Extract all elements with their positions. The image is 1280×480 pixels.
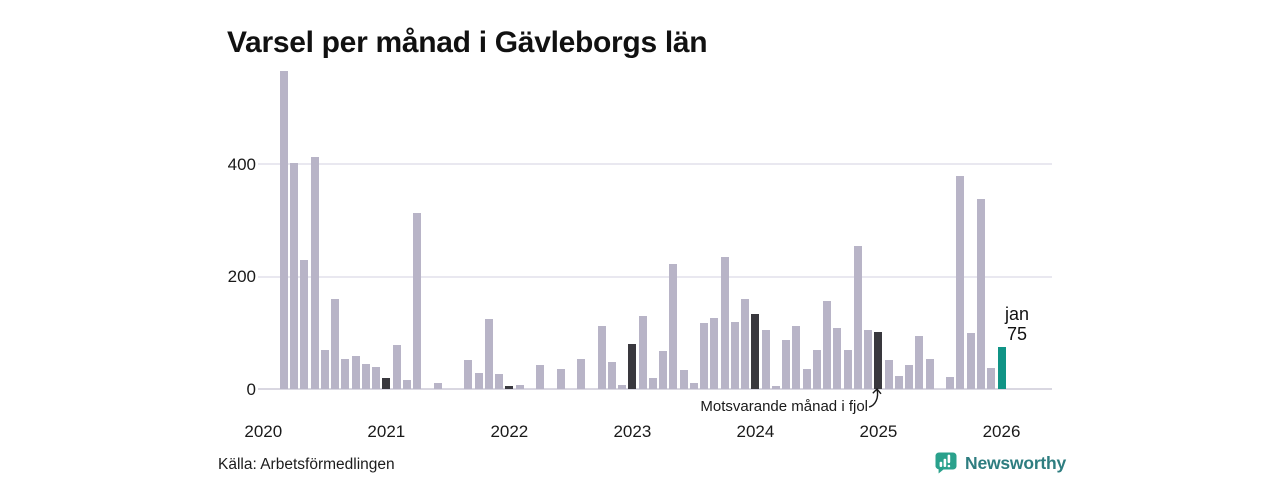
bar-2022-okt <box>597 326 606 389</box>
bar-2021-feb <box>392 345 401 389</box>
bar-2025-jan <box>874 331 883 389</box>
bar-2025-aug <box>946 377 955 389</box>
newsworthy-logo-icon <box>935 452 957 474</box>
x-tick-2025: 2025 <box>859 422 898 441</box>
bar-2024-okt <box>843 349 852 389</box>
bar-2024-sep <box>833 327 842 389</box>
bar-2026-jan <box>997 346 1006 389</box>
source-label: Källa: Arbetsförmedlingen <box>218 456 395 473</box>
x-tick-2023: 2023 <box>613 422 652 441</box>
bar-2022-nov <box>607 362 616 389</box>
bar-2023-dec <box>741 298 750 389</box>
bar-2020-jun <box>310 157 319 389</box>
bar-2020-dec <box>372 367 381 389</box>
bar-2025-mar <box>894 376 903 389</box>
bar-2024-mar <box>771 385 780 389</box>
newsworthy-logo-text: Newsworthy <box>965 452 1067 473</box>
bar-2020-okt <box>351 355 360 389</box>
bar-2025-dec <box>987 367 996 389</box>
annotation-arrow-icon <box>868 387 882 408</box>
bar-2023-jul <box>689 383 698 389</box>
y-tick-200: 200 <box>227 267 256 287</box>
bar-2021-mar <box>402 380 411 389</box>
bar-2025-sep <box>956 176 965 389</box>
annotation-label: Motsvarande månad i fjol <box>700 398 868 415</box>
bar-2021-sep <box>464 360 473 389</box>
bar-2024-maj <box>792 325 801 389</box>
bar-2022-jun <box>556 369 565 389</box>
bar-2021-jun <box>433 383 442 389</box>
bar-2020-mar <box>279 71 288 389</box>
bar-2023-apr <box>659 350 668 389</box>
bar-2021-dec <box>495 373 504 389</box>
x-tick-2020: 2020 <box>244 422 283 441</box>
bar-2022-aug <box>577 359 586 389</box>
bar-2023-mar <box>648 378 657 389</box>
x-tick-2022: 2022 <box>490 422 529 441</box>
bar-2022-feb <box>515 385 524 389</box>
bar-2025-okt <box>966 332 975 389</box>
bar-2024-nov <box>853 246 862 389</box>
bar-2021-okt <box>474 373 483 389</box>
bar-2020-jul <box>320 349 329 389</box>
x-tick-2024: 2024 <box>736 422 775 441</box>
x-tick-2026: 2026 <box>982 422 1021 441</box>
bar-2023-aug <box>700 322 709 389</box>
bar-2024-dec <box>864 330 873 389</box>
bar-2024-jun <box>802 368 811 389</box>
bar-2024-apr <box>782 339 791 389</box>
bar-2022-dec <box>618 385 627 389</box>
latest-value-number: 75 <box>1006 323 1028 344</box>
bar-2025-maj <box>915 335 924 389</box>
bar-2023-sep <box>710 318 719 389</box>
bar-2020-apr <box>290 163 299 389</box>
gridline-400 <box>258 163 1052 166</box>
bar-2024-feb <box>761 330 770 389</box>
bar-2024-jan <box>751 314 760 389</box>
bar-2025-jun <box>925 358 934 389</box>
bar-2025-apr <box>905 364 914 389</box>
bar-2023-maj <box>669 264 678 389</box>
y-tick-400: 400 <box>227 154 256 174</box>
bar-2023-okt <box>720 257 729 389</box>
bar-2025-feb <box>884 360 893 389</box>
bar-2023-jun <box>679 369 688 389</box>
gridline-200 <box>258 275 1052 278</box>
newsworthy-logo: Newsworthy <box>934 450 1066 476</box>
y-tick-0: 0 <box>246 379 256 399</box>
bar-2020-sep <box>341 359 350 389</box>
latest-month-label: jan <box>1004 304 1030 324</box>
bar-2022-apr <box>536 365 545 389</box>
bar-2023-jan <box>628 343 637 389</box>
x-tick-2021: 2021 <box>367 422 406 441</box>
bar-2023-feb <box>638 316 647 389</box>
chart-title: Varsel per månad i Gävleborgs län <box>227 26 708 60</box>
bar-2020-nov <box>361 364 370 389</box>
bar-2024-aug <box>823 300 832 389</box>
bar-2023-nov <box>730 322 739 389</box>
bar-2021-jan <box>382 377 391 389</box>
bar-2024-jul <box>812 350 821 389</box>
bar-2021-nov <box>484 319 493 389</box>
latest-value-label: jan 75 <box>996 304 1038 344</box>
bar-2021-apr <box>413 213 422 389</box>
bar-2022-jan <box>505 386 514 389</box>
bar-2020-aug <box>331 298 340 389</box>
bar-2025-nov <box>976 199 985 389</box>
bar-2020-maj <box>300 259 309 389</box>
